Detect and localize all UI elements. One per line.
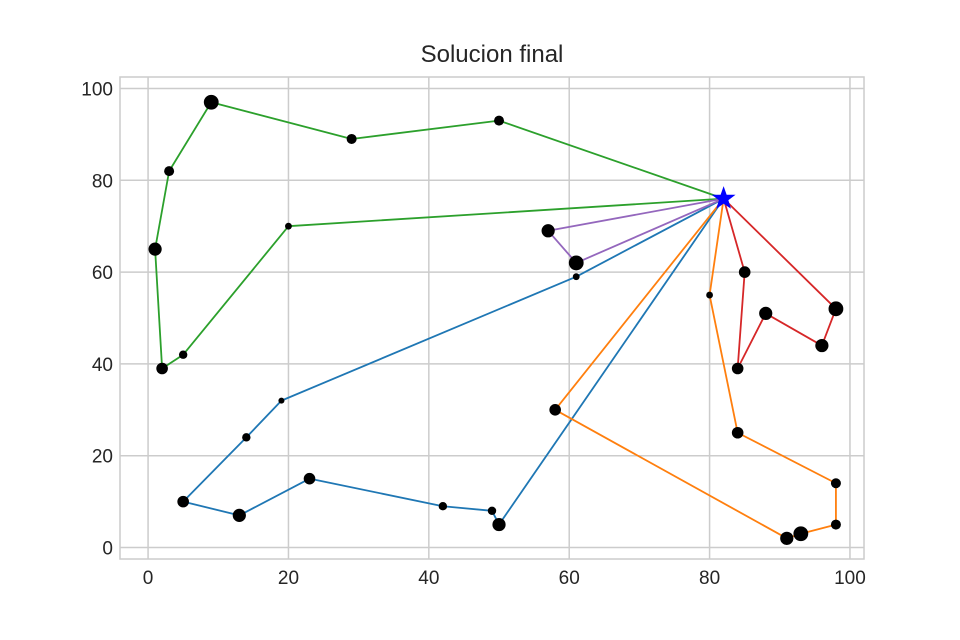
y-axis-ticks: 0 20 40 60 80 100 bbox=[81, 79, 113, 559]
customer-point bbox=[780, 531, 794, 545]
customer-point bbox=[178, 350, 188, 359]
customer-point bbox=[148, 242, 162, 256]
customer-point bbox=[278, 397, 285, 404]
customer-point bbox=[815, 338, 829, 353]
customer-point bbox=[285, 222, 292, 230]
y-tick-label: 60 bbox=[92, 263, 113, 284]
customer-point bbox=[738, 266, 751, 278]
customer-point bbox=[541, 224, 555, 238]
route-line-5 bbox=[547, 197, 724, 264]
customer-point bbox=[830, 519, 841, 530]
y-tick-label: 100 bbox=[81, 79, 113, 100]
x-axis-ticks: 0 20 40 60 80 100 bbox=[143, 568, 866, 589]
plot-area bbox=[120, 77, 864, 559]
customer-point bbox=[156, 362, 168, 375]
customer-point bbox=[487, 506, 497, 515]
y-tick-label: 40 bbox=[92, 355, 113, 376]
customer-point bbox=[303, 472, 316, 485]
x-tick-label: 0 bbox=[143, 568, 154, 589]
customer-point bbox=[731, 362, 744, 375]
customer-point bbox=[568, 255, 584, 271]
customer-point bbox=[232, 508, 246, 522]
x-tick-label: 20 bbox=[278, 568, 299, 589]
customer-point bbox=[549, 404, 561, 416]
customer-point bbox=[793, 526, 809, 542]
x-tick-label: 80 bbox=[699, 568, 720, 589]
customer-point bbox=[177, 495, 189, 508]
x-tick-label: 60 bbox=[559, 568, 580, 589]
y-tick-label: 20 bbox=[92, 447, 113, 468]
chart-title: Solucion final bbox=[421, 41, 564, 68]
y-tick-label: 80 bbox=[92, 171, 113, 192]
plot-frame bbox=[119, 76, 865, 560]
depot-star-icon bbox=[711, 186, 736, 209]
customer-point bbox=[706, 291, 713, 299]
customer-point bbox=[203, 94, 219, 110]
y-tick-label: 0 bbox=[102, 539, 113, 560]
customer-point bbox=[346, 133, 357, 144]
depot-marker bbox=[711, 186, 736, 209]
customer-point bbox=[731, 426, 744, 439]
customer-point bbox=[492, 517, 506, 532]
x-tick-label: 40 bbox=[418, 568, 439, 589]
route-line-3 bbox=[154, 101, 724, 370]
customer-point bbox=[828, 301, 844, 317]
customer-point bbox=[438, 502, 448, 511]
customer-point bbox=[494, 115, 505, 126]
customer-point bbox=[164, 166, 175, 177]
customer-points bbox=[148, 94, 844, 545]
customer-point bbox=[830, 478, 841, 489]
customer-point bbox=[242, 433, 251, 442]
x-tick-label: 100 bbox=[834, 568, 866, 589]
customer-point bbox=[572, 273, 580, 281]
customer-point bbox=[759, 306, 773, 321]
